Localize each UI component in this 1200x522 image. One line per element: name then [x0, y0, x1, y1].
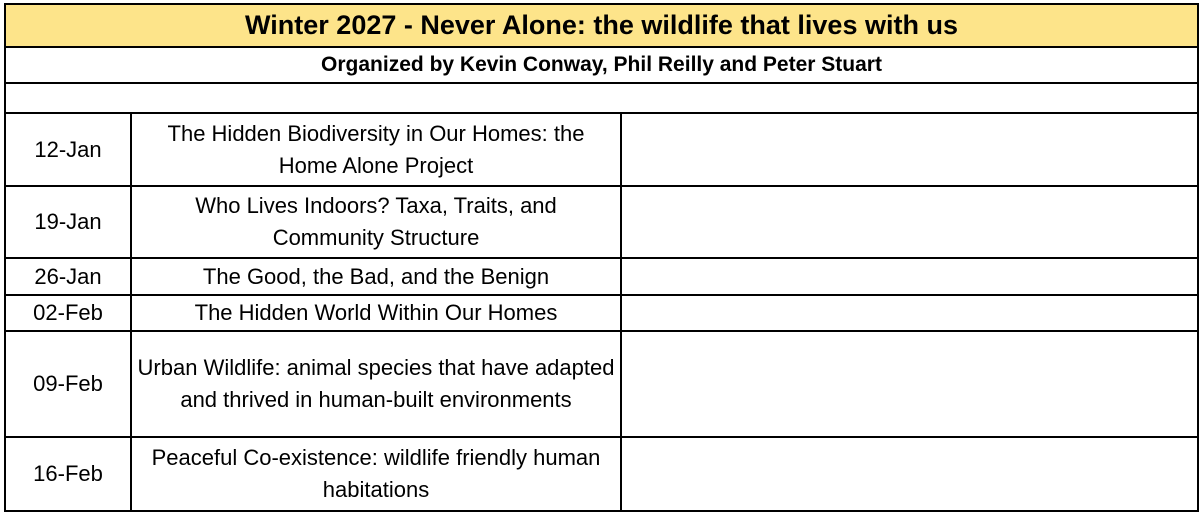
date-cell[interactable]: 19-Jan: [4, 185, 132, 259]
table-row: 16-Feb Peaceful Co-existence: wildlife f…: [4, 436, 1200, 512]
table-row: 12-Jan The Hidden Biodiversity in Our Ho…: [4, 112, 1200, 187]
notes-cell[interactable]: [619, 330, 1200, 438]
topic-cell[interactable]: The Good, the Bad, and the Benign: [130, 257, 622, 296]
notes-cell[interactable]: [619, 185, 1200, 259]
blank-cell[interactable]: [3, 82, 1200, 114]
date-cell[interactable]: 09-Feb: [4, 330, 132, 438]
table-row: 02-Feb The Hidden World Within Our Homes: [4, 294, 1200, 332]
date-cell[interactable]: 16-Feb: [4, 436, 132, 512]
blank-row: [3, 82, 1200, 114]
notes-cell[interactable]: [619, 294, 1200, 332]
date-cell[interactable]: 12-Jan: [4, 112, 132, 187]
notes-cell[interactable]: [619, 436, 1200, 512]
table-row: 19-Jan Who Lives Indoors? Taxa, Traits, …: [4, 185, 1200, 259]
notes-cell[interactable]: [619, 257, 1200, 296]
date-cell[interactable]: 26-Jan: [4, 257, 132, 296]
table-row: 09-Feb Urban Wildlife: animal species th…: [4, 330, 1200, 438]
topic-cell[interactable]: Who Lives Indoors? Taxa, Traits, and Com…: [130, 185, 622, 259]
organizers-cell[interactable]: Organized by Kevin Conway, Phil Reilly a…: [3, 46, 1200, 84]
organizers-row: Organized by Kevin Conway, Phil Reilly a…: [3, 46, 1200, 84]
topic-cell[interactable]: Urban Wildlife: animal species that have…: [130, 330, 622, 438]
date-cell[interactable]: 02-Feb: [4, 294, 132, 332]
notes-cell[interactable]: [619, 112, 1200, 187]
topic-cell[interactable]: The Hidden Biodiversity in Our Homes: th…: [130, 112, 622, 187]
title-row: Winter 2027 - Never Alone: the wildlife …: [3, 3, 1200, 48]
topic-cell[interactable]: Peaceful Co-existence: wildlife friendly…: [130, 436, 622, 512]
series-title-cell[interactable]: Winter 2027 - Never Alone: the wildlife …: [3, 3, 1200, 48]
topic-cell[interactable]: The Hidden World Within Our Homes: [130, 294, 622, 332]
table-row: 26-Jan The Good, the Bad, and the Benign: [4, 257, 1200, 296]
schedule-table: Winter 2027 - Never Alone: the wildlife …: [3, 3, 1200, 512]
